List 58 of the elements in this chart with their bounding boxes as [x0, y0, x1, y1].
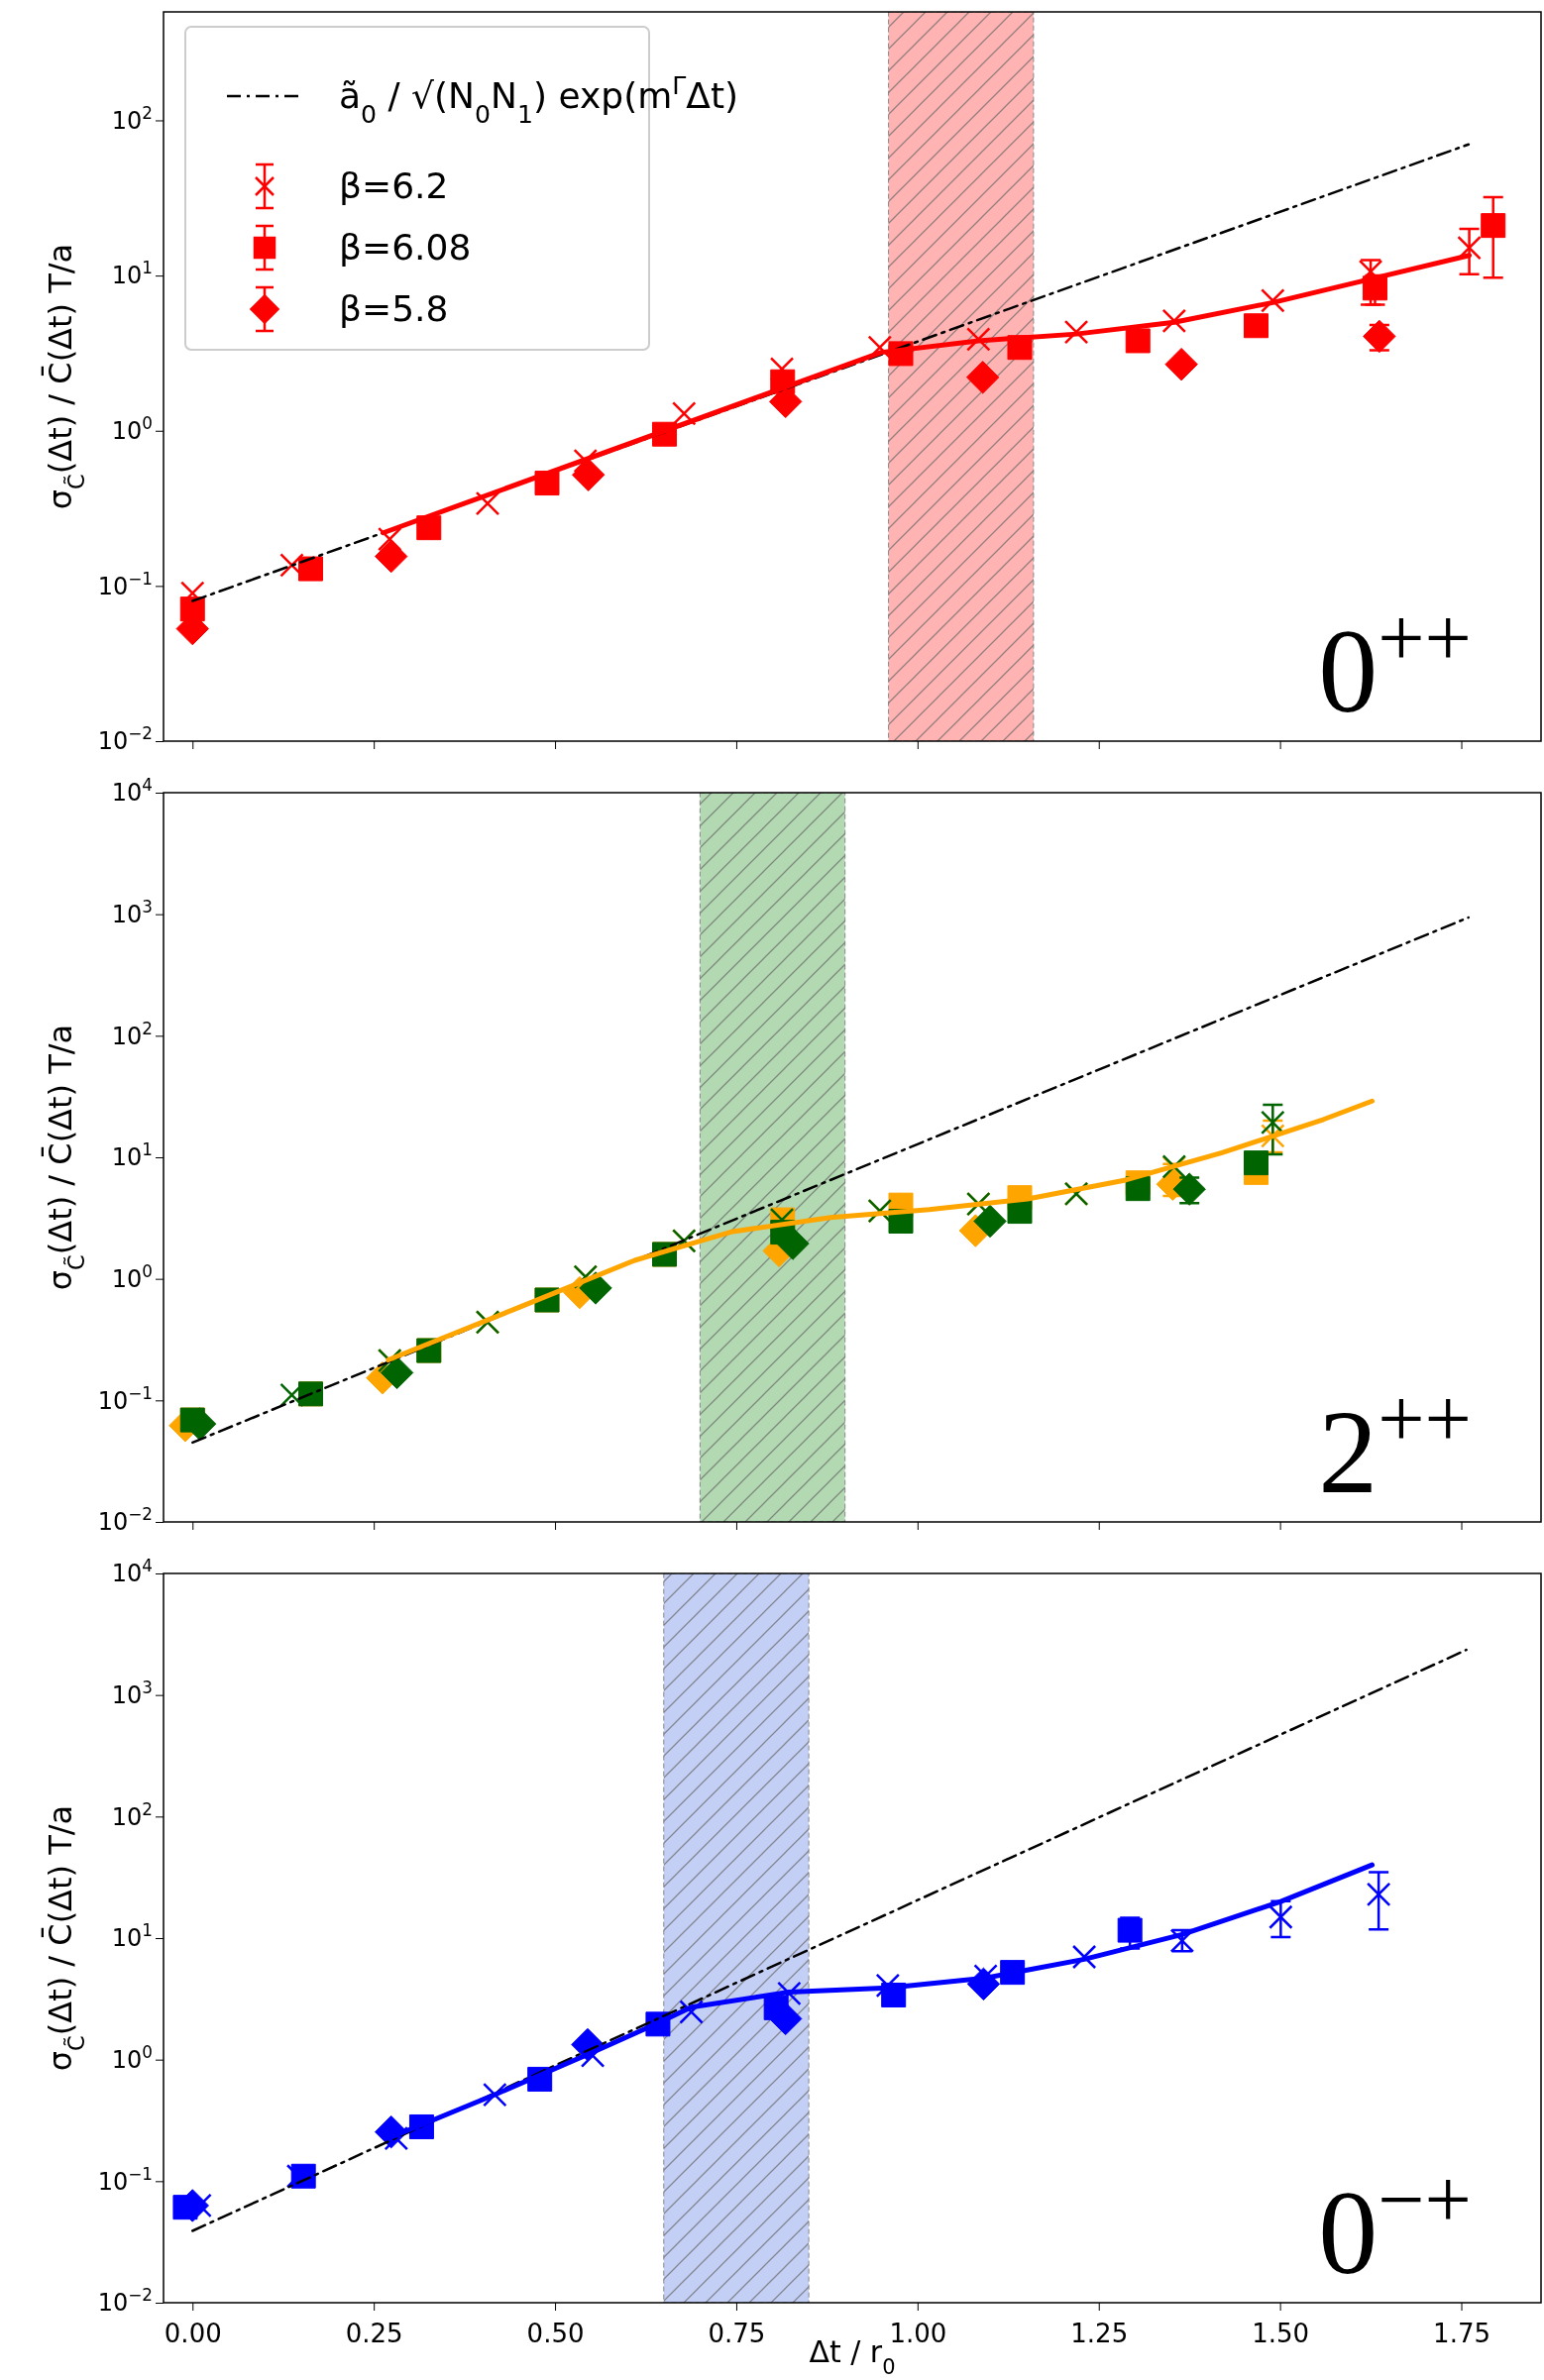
y-tick-label: 10$^{4}$	[111, 1556, 153, 1588]
point	[1268, 1904, 1293, 1930]
point	[572, 458, 606, 491]
point	[1261, 1110, 1285, 1136]
y-tick-label: 10$^{−1}$	[97, 568, 153, 600]
point	[776, 1227, 810, 1260]
annotation: 0$^{−+}$	[1318, 2152, 1472, 2299]
point	[375, 539, 408, 574]
x-tick-label: 1.75	[1433, 2318, 1490, 2348]
x-tick-label: 0.25	[345, 2318, 403, 2348]
annotation: 0$^{++}$	[1318, 591, 1472, 737]
y-tick-label: 10$^{−2}$	[97, 1504, 153, 1537]
point	[1481, 213, 1506, 239]
y-tick-label: 10$^{1}$	[111, 1920, 153, 1953]
point	[1164, 347, 1198, 381]
point	[679, 2000, 704, 2024]
x-tick-label: 0.75	[708, 2318, 766, 2348]
text: ã$_{0}$ / √(N$_{0}$N$_{1}$) exp(m$^{Γ}$Δt)	[339, 70, 739, 129]
point	[1007, 1199, 1033, 1225]
y-tick-label: 10$^{−1}$	[97, 2163, 153, 2196]
point	[768, 2001, 803, 2036]
y-tick-label: 10$^{2}$	[111, 1798, 153, 1831]
legend-label: β=6.2	[339, 165, 449, 206]
y-tick-label: 10$^{2}$	[111, 1018, 153, 1050]
point	[1117, 1917, 1143, 1943]
point	[1457, 235, 1482, 261]
point	[973, 1204, 1007, 1239]
y-tick-label: 10$^{4}$	[111, 775, 153, 808]
legend-label: β=5.8	[339, 288, 449, 329]
point	[1243, 1150, 1268, 1176]
y-tick-label: 10$^{3}$	[111, 896, 153, 928]
point	[298, 556, 324, 582]
y-tick-label: 10$^{0}$	[111, 412, 153, 445]
annotation: 2$^{++}$	[1318, 1371, 1472, 1518]
x-tick-label: 1.50	[1252, 2318, 1310, 2348]
point	[1125, 328, 1151, 354]
y-tick-label: 10$^{1}$	[111, 258, 153, 290]
y-tick-label: 10$^{3}$	[111, 1677, 153, 1709]
point	[1366, 1882, 1391, 1907]
point	[867, 335, 893, 360]
y-tick-label: 10$^{−2}$	[97, 723, 153, 756]
legend-label: β=6.08	[339, 227, 472, 268]
point	[965, 361, 1000, 394]
x-tick-label: 1.25	[1070, 2318, 1129, 2348]
y-tick-label: 10$^{1}$	[111, 1139, 153, 1172]
y-tick-label: 10$^{2}$	[111, 102, 153, 135]
x-tick-label: 0.50	[526, 2318, 585, 2348]
y-tick-label: 10$^{−2}$	[97, 2285, 153, 2318]
point	[380, 1355, 414, 1390]
y-tick-label: 10$^{0}$	[111, 1260, 153, 1293]
point	[1243, 313, 1268, 339]
x-tick-label: 0.00	[164, 2318, 222, 2348]
y-tick-label: 10$^{−1}$	[97, 1382, 153, 1415]
point	[672, 401, 697, 426]
point	[579, 1271, 612, 1305]
y-tick-label: 10$^{0}$	[111, 2041, 153, 2074]
point	[290, 2163, 316, 2189]
point	[475, 490, 500, 516]
